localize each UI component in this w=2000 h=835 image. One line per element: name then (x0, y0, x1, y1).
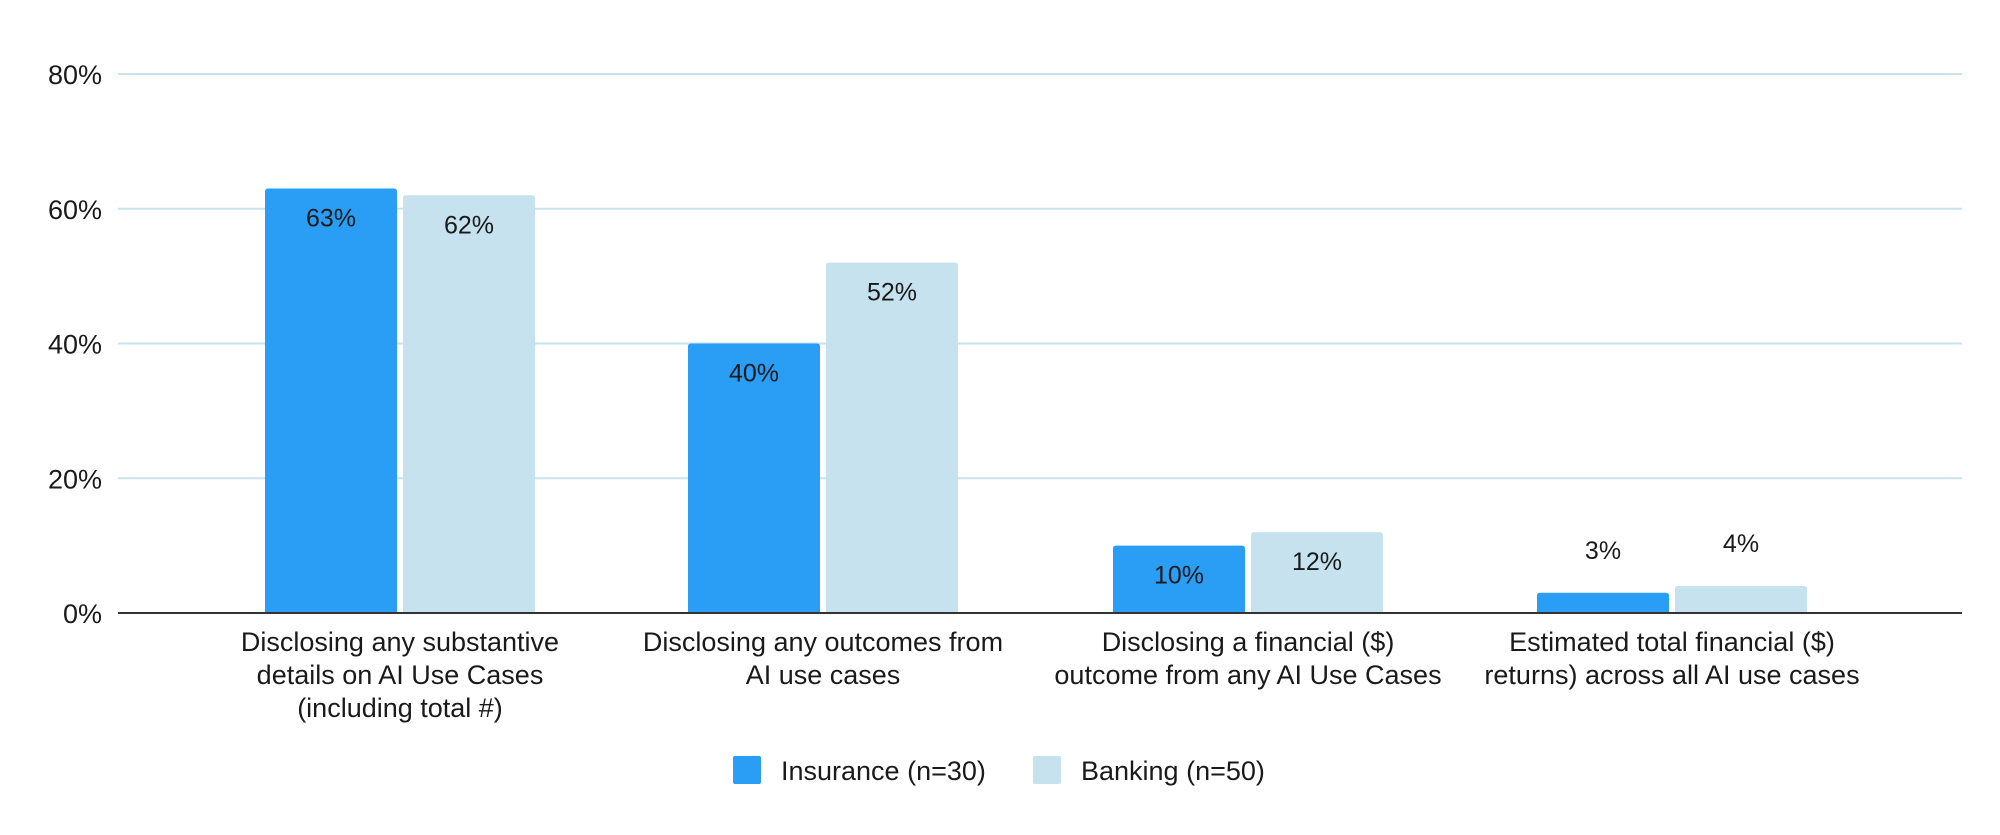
bar-insurance (688, 343, 820, 613)
data-label: 4% (1723, 530, 1759, 558)
bar-insurance (1537, 592, 1669, 613)
x-category-label: Disclosing any outcomes from AI use cases (643, 627, 1003, 690)
bar-banking (1675, 586, 1807, 613)
x-category-label-line: (including total #) (297, 693, 503, 723)
data-label: 12% (1292, 548, 1342, 576)
x-category-label: Disclosing any substantive details on AI … (241, 627, 559, 723)
legend-label: Banking (n=50) (1081, 756, 1265, 786)
x-category-label-line: Disclosing a financial ($) (1102, 627, 1395, 657)
data-label: 10% (1154, 562, 1204, 590)
x-category-label-line: Disclosing any substantive (241, 627, 559, 657)
x-category-label: Estimated total financial ($) returns) ac… (1484, 627, 1859, 690)
y-tick-label: 20% (48, 464, 102, 494)
data-label: 3% (1585, 537, 1621, 565)
bar-insurance (265, 188, 397, 613)
data-label: 52% (867, 279, 917, 307)
legend-swatch (1033, 756, 1061, 784)
x-category-label-line: returns) across all AI use cases (1484, 660, 1859, 690)
bar-insurance (1113, 545, 1245, 613)
x-category-label-line: details on AI Use Cases (257, 660, 544, 690)
data-label: 62% (444, 211, 494, 239)
y-tick-label: 0% (63, 599, 102, 629)
bar-banking (826, 262, 958, 613)
bar-banking (403, 195, 535, 613)
legend: Insurance (n=30) Banking (n=50) (733, 756, 1265, 786)
data-label: 63% (306, 205, 356, 233)
x-category-label: Disclosing a financial ($) outcome from a… (1054, 627, 1441, 690)
data-label: 40% (729, 360, 779, 388)
y-tick-label: 40% (48, 330, 102, 360)
bar-banking (1251, 532, 1383, 613)
axes: 0% 20% 40% 60% 80% Disclosing any substantive… (48, 60, 1962, 723)
data-labels: 63% 40% 10% 3% 62% 52% 12% 4% (306, 205, 1759, 590)
y-tick-label: 60% (48, 195, 102, 225)
legend-label: Insurance (n=30) (781, 756, 986, 786)
x-category-label-line: Estimated total financial ($) (1509, 627, 1835, 657)
y-tick-label: 80% (48, 60, 102, 90)
legend-swatch (733, 756, 761, 784)
x-category-label-line: AI use cases (746, 660, 901, 690)
bars (265, 188, 1807, 613)
x-category-label-line: Disclosing any outcomes from (643, 627, 1003, 657)
x-category-label-line: outcome from any AI Use Cases (1054, 660, 1441, 690)
